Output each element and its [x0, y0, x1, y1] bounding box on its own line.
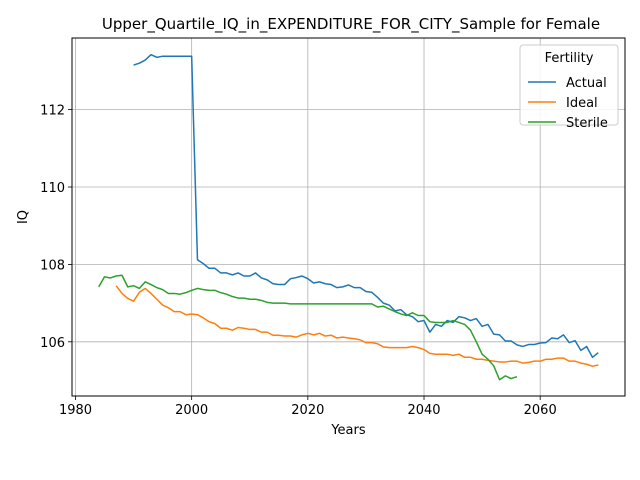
y-tick-label: 112: [40, 104, 65, 119]
series-line-actual: [133, 53, 599, 359]
series-line-sterile: [98, 274, 518, 381]
y-tick-label: 106: [40, 336, 65, 351]
grid: [72, 38, 625, 396]
legend-label-ideal: Ideal: [566, 96, 598, 111]
x-tick-label: 2040: [407, 403, 440, 418]
x-tick-label: 2060: [524, 403, 557, 418]
legend-label-actual: Actual: [566, 76, 607, 91]
y-tick-label: 108: [40, 258, 65, 273]
x-tick-label: 1980: [59, 403, 92, 418]
x-tick-label: 2000: [175, 403, 208, 418]
x-axis-label: Years: [330, 423, 366, 438]
legend-title: Fertility: [545, 51, 594, 66]
axis-ticks: 1980 2000 2020 2040 2060 106 108 110 112: [40, 104, 557, 418]
y-tick-label: 110: [40, 181, 65, 196]
legend-label-sterile: Sterile: [566, 116, 608, 131]
plot-frame: [71, 37, 626, 397]
y-axis-label: IQ: [16, 210, 31, 224]
legend-box: [519, 44, 619, 126]
chart-title: Upper_Quartile_IQ_in_EXPENDITURE_FOR_CIT…: [102, 15, 600, 34]
series-line-ideal: [115, 285, 599, 367]
series-lines: [98, 53, 599, 381]
x-tick-label: 2020: [291, 403, 324, 418]
legend: Fertility Actual Ideal Sterile: [519, 44, 619, 131]
